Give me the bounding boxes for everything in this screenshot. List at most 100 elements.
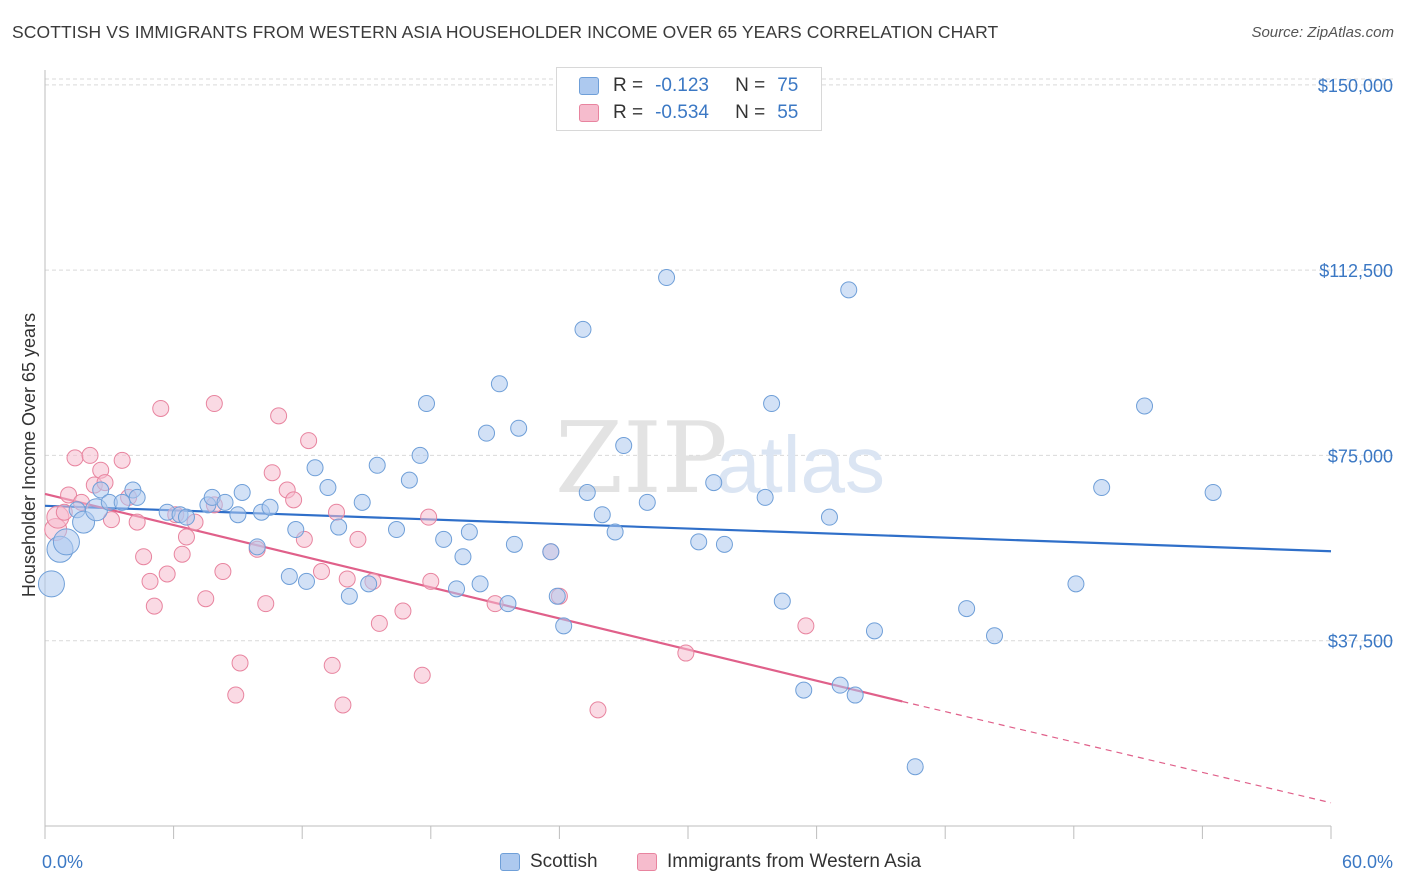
western-asia-point: [797, 617, 815, 635]
scottish-swatch: [579, 77, 599, 95]
n-value: 55: [777, 102, 799, 123]
western-asia-point: [270, 407, 288, 425]
western-asia-point: [205, 395, 223, 413]
scottish-point: [287, 521, 305, 539]
scottish-point: [280, 567, 298, 585]
scottish-point: [297, 572, 315, 590]
scottish-point: [505, 535, 523, 553]
scottish-point: [261, 498, 279, 516]
y-tick-labels: $37,500 $75,000 $112,500 $150,000: [1318, 76, 1393, 652]
x-axis-max-label: 60.0%: [1341, 852, 1393, 872]
western-asia-point: [327, 503, 345, 521]
western-asia-point: [285, 491, 303, 509]
legend-label-scottish: Scottish: [530, 851, 598, 872]
western-asia-point: [231, 654, 249, 672]
western-asia-point: [422, 572, 440, 590]
western-asia-point: [300, 432, 318, 450]
scottish-point: [177, 508, 195, 526]
n-label: N =: [735, 102, 766, 123]
scottish-point: [1093, 479, 1111, 497]
scottish-point: [319, 479, 337, 497]
y-tick-label: $37,500: [1328, 632, 1393, 652]
western-asia-point: [227, 686, 245, 704]
scottish-point: [128, 488, 146, 506]
stats-row-scottish: R = -0.123 N = 75: [579, 74, 798, 98]
scottish-point: [1204, 483, 1222, 501]
scottish-point: [233, 483, 251, 501]
scottish-point: [555, 617, 573, 635]
y-axis-label: Householder Income Over 65 years: [19, 313, 39, 597]
scottish-point: [705, 474, 723, 492]
western-asia-point: [338, 570, 356, 588]
scottish-point: [846, 686, 864, 704]
scottish-point: [248, 538, 266, 556]
western-asia-point: [152, 399, 170, 417]
western-asia-point: [214, 563, 232, 581]
western-asia-point: [145, 597, 163, 615]
scottish-point: [388, 521, 406, 539]
scottish-point: [37, 570, 65, 598]
western-asia-point: [677, 644, 695, 662]
scottish-point: [411, 446, 429, 464]
watermark: ZIP atlas: [555, 402, 885, 516]
scottish-point: [865, 622, 883, 640]
scottish-point: [840, 281, 858, 299]
scottish-point: [448, 580, 466, 598]
western-asia-swatch: [579, 104, 599, 122]
scottish-point: [340, 587, 358, 605]
scottish-point: [958, 600, 976, 618]
western-asia-point: [158, 565, 176, 583]
n-value: 75: [777, 75, 799, 96]
scottish-point: [795, 681, 813, 699]
scottish-point: [638, 493, 656, 511]
stats-legend: R = -0.123 N = 75 R = -0.534 N = 55: [556, 67, 822, 131]
scottish-point: [578, 483, 596, 501]
western-asia-point: [257, 595, 275, 613]
scottish-point: [1136, 397, 1154, 415]
western-asia-point: [60, 486, 78, 504]
watermark-atlas: atlas: [716, 420, 885, 509]
scottish-point: [216, 493, 234, 511]
western-asia-point: [420, 508, 438, 526]
legend-item-western-asia: Immigrants from Western Asia: [637, 851, 921, 873]
western-asia-point: [66, 449, 84, 467]
scottish-point: [906, 758, 924, 776]
x-axis-min-label: 0.0%: [42, 852, 84, 872]
scottish-point: [542, 543, 560, 561]
western-asia-point: [263, 464, 281, 482]
legend-item-scottish: Scottish: [500, 851, 598, 873]
western-asia-point: [102, 511, 120, 529]
western-asia-point: [141, 572, 159, 590]
scottish-point: [229, 506, 247, 524]
western-asia-point: [370, 614, 388, 632]
scottish-point: [756, 488, 774, 506]
y-tick-label: $75,000: [1328, 446, 1393, 466]
y-tick-label: $150,000: [1318, 76, 1393, 96]
western-asia-point: [128, 513, 146, 531]
scottish-swatch: [500, 853, 520, 871]
scottish-point: [460, 523, 478, 541]
r-value: -0.123: [655, 75, 709, 96]
r-label: R =: [613, 102, 644, 123]
scottish-point: [52, 528, 80, 556]
scottish-point: [499, 595, 517, 613]
western-asia-point: [197, 590, 215, 608]
scottish-point: [454, 548, 472, 566]
axes: [44, 70, 1332, 839]
grid-lines: [45, 78, 1393, 642]
data-points: [37, 269, 1222, 776]
scottish-point: [306, 459, 324, 477]
series-legend: Scottish Immigrants from Western Asia: [0, 851, 1406, 879]
western-asia-point: [413, 666, 431, 684]
scottish-point: [690, 533, 708, 551]
western-asia-point: [312, 563, 330, 581]
scottish-point: [418, 395, 436, 413]
r-value: -0.534: [655, 102, 709, 123]
scottish-point: [773, 592, 791, 610]
scottish-point: [606, 523, 624, 541]
stats-row-western-asia: R = -0.534 N = 55: [579, 101, 798, 125]
scottish-point: [471, 575, 489, 593]
western-asia-point: [173, 545, 191, 563]
scottish-point: [715, 535, 733, 553]
source-label: Source: ZipAtlas.com: [1251, 24, 1394, 41]
